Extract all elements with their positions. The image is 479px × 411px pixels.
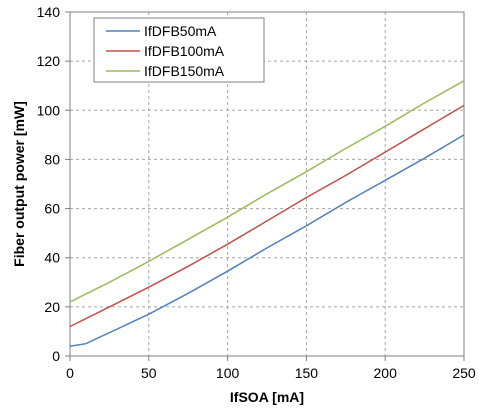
legend: IfDFB50mA IfDFB100mA IfDFB150mA — [93, 17, 265, 83]
x-axis-ticks: 0 50 100 150 200 250 — [66, 356, 476, 381]
series-line-ifdfb150ma — [69, 80, 465, 303]
y-tick-label: 80 — [44, 151, 60, 167]
y-tick-label: 120 — [37, 53, 61, 69]
series-layer — [69, 80, 465, 347]
legend-label: IfDFB150mA — [144, 63, 225, 79]
x-tick-label: 200 — [374, 365, 398, 381]
x-axis-title: IfSOA [mA] — [230, 389, 304, 405]
series-line-ifdfb50ma — [69, 134, 465, 347]
y-tick-label: 140 — [37, 4, 61, 20]
x-tick-label: 100 — [216, 365, 240, 381]
y-tick-label: 40 — [44, 250, 60, 266]
x-tick-label: 250 — [452, 365, 476, 381]
plot-area-frame — [69, 11, 465, 357]
y-axis-ticks: 0 20 40 60 80 100 120 140 — [37, 4, 70, 364]
x-tick-label: 150 — [295, 365, 319, 381]
x-tick-label: 0 — [66, 365, 74, 381]
x-tick-label: 50 — [141, 365, 157, 381]
y-axis-title: Fiber output power [mW] — [11, 101, 27, 267]
y-tick-label: 0 — [52, 348, 60, 364]
series-line-ifdfb100ma — [69, 104, 465, 328]
y-tick-label: 20 — [44, 299, 60, 315]
y-tick-label: 60 — [44, 201, 60, 217]
y-tick-label: 100 — [37, 102, 61, 118]
legend-label: IfDFB100mA — [144, 43, 225, 59]
legend-label: IfDFB50mA — [144, 23, 217, 39]
